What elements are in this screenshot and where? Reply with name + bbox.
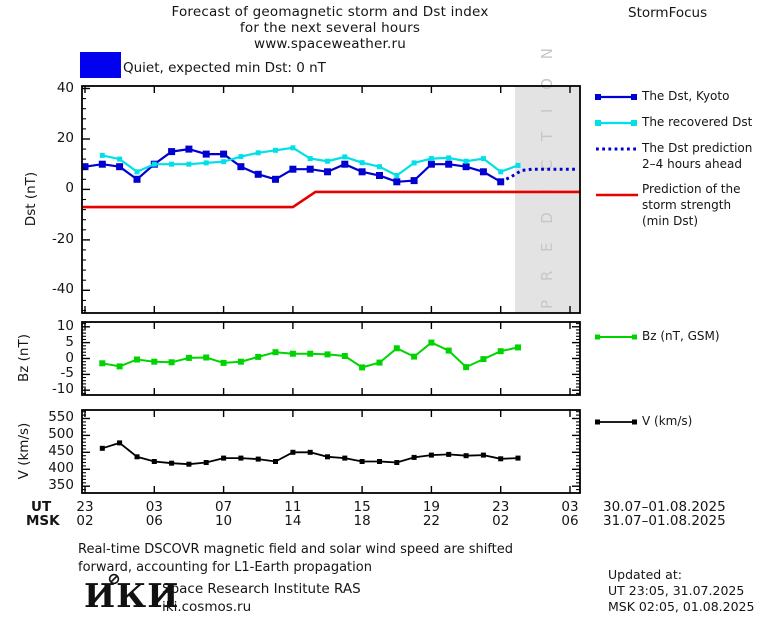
x-tick-msk: 02 <box>492 513 510 529</box>
x-tick-msk: 14 <box>284 513 302 529</box>
updated-block: Updated at: UT 23:05, 31.07.2025 MSK 02:… <box>608 567 754 615</box>
footnote-line1: Real-time DSCOVR magnetic field and sola… <box>78 542 514 557</box>
x-tick-msk: 06 <box>145 513 163 529</box>
x-tick-ut: 23 <box>76 499 94 515</box>
legend-label-dst-kyoto: The Dst, Kyoto <box>642 89 730 103</box>
org-name: Space Research Institute RAS <box>162 581 361 597</box>
ut-date-range: 30.07–01.08.2025 <box>603 499 726 515</box>
legend-label-storm-strength: Prediction of the storm strength (min Ds… <box>642 181 741 229</box>
legend-label-storm-strength-line3: (min Dst) <box>642 214 699 228</box>
series-prediction-of-the-storm-strength-min-dst- <box>82 190 580 209</box>
legend-label-dst-prediction: The Dst prediction 2–4 hours ahead <box>642 140 752 172</box>
series-the-dst-prediction-2-4-hours-ahead <box>500 167 576 184</box>
legend-marker-bz <box>595 334 637 340</box>
updated-label: Updated at: <box>608 567 682 582</box>
msk-row-label: MSK <box>26 513 60 529</box>
legend-marker-recovered-dst <box>595 120 637 126</box>
x-tick-ut: 15 <box>353 499 371 515</box>
y-tick-label: 0 <box>65 180 74 197</box>
iki-logo-accent-icon <box>108 573 120 585</box>
title-line-2: for the next several hours <box>239 20 421 36</box>
brand-label: StormFocus <box>628 5 708 21</box>
v-panel <box>81 409 581 494</box>
legend-marker-v <box>595 419 637 425</box>
x-tick-ut: 03 <box>145 499 163 515</box>
prediction-band <box>515 87 579 312</box>
iki-logo: ИКИ <box>84 576 180 615</box>
y-tick-label: 550 <box>48 409 74 426</box>
storm-level-swatch <box>80 52 121 78</box>
x-tick-ut: 11 <box>284 499 302 515</box>
title-line-1: Forecast of geomagnetic storm and Dst in… <box>171 4 489 20</box>
updated-ut: UT 23:05, 31.07.2025 <box>608 583 745 598</box>
y-tick-label: 20 <box>56 129 74 146</box>
dst-panel <box>81 85 581 314</box>
y-tick-label: 350 <box>48 477 74 494</box>
x-tick-msk: 02 <box>76 513 94 529</box>
legend-marker-dst-kyoto <box>595 94 637 100</box>
x-tick-msk: 10 <box>214 513 233 529</box>
y-tick-label: 0 <box>65 349 74 366</box>
legend-label-v: V (km/s) <box>642 414 693 428</box>
y-tick-label: -20 <box>51 230 74 247</box>
x-tick-ut: 03 <box>561 499 579 515</box>
y-tick-label: -5 <box>60 365 74 382</box>
footnote-line2: forward, accounting for L1-Earth propaga… <box>78 560 372 575</box>
x-tick-ut: 19 <box>422 499 441 515</box>
y-tick-label: 450 <box>48 443 74 460</box>
page-title: Forecast of geomagnetic storm and Dst in… <box>100 4 560 52</box>
legend-label-storm-strength-line2: storm strength <box>642 198 732 212</box>
ut-row-label: UT <box>31 499 52 515</box>
y-tick-label: 400 <box>48 460 74 477</box>
footnote: Real-time DSCOVR magnetic field and sola… <box>78 541 513 577</box>
legend-label-bz: Bz (nT, GSM) <box>642 329 720 343</box>
x-tick-ut: 07 <box>214 499 233 515</box>
legend-label-dst-prediction-line1: The Dst prediction <box>642 141 753 155</box>
updated-msk: MSK 02:05, 01.08.2025 <box>608 599 755 614</box>
title-line-3: www.spaceweather.ru <box>253 36 407 52</box>
y-tick-label: 500 <box>48 426 74 443</box>
y-tick-label: -40 <box>51 281 74 298</box>
legend-label-storm-strength-line1: Prediction of the <box>642 182 741 196</box>
msk-date-range: 31.07–01.08.2025 <box>603 513 726 529</box>
storm-status-text: Quiet, expected min Dst: 0 nT <box>123 60 326 76</box>
y-tick-label: -10 <box>51 381 74 398</box>
org-site: iki.cosmos.ru <box>162 599 252 615</box>
y-tick-label: 40 <box>56 79 74 96</box>
legend-label-recovered-dst: The recovered Dst <box>642 115 753 129</box>
y-tick-label: 10 <box>56 317 74 334</box>
series-the-dst-kyoto <box>84 147 502 183</box>
y-tick-label: 5 <box>65 333 74 350</box>
legend-marker-storm-strength <box>596 193 638 197</box>
x-tick-msk: 06 <box>561 513 579 529</box>
x-tick-ut: 23 <box>492 499 510 515</box>
x-tick-msk: 18 <box>353 513 371 529</box>
legend-label-dst-prediction-line2: 2–4 hours ahead <box>642 157 742 171</box>
legend-marker-dst-prediction <box>596 147 638 151</box>
bz-panel <box>81 321 581 396</box>
x-tick-msk: 22 <box>422 513 441 529</box>
